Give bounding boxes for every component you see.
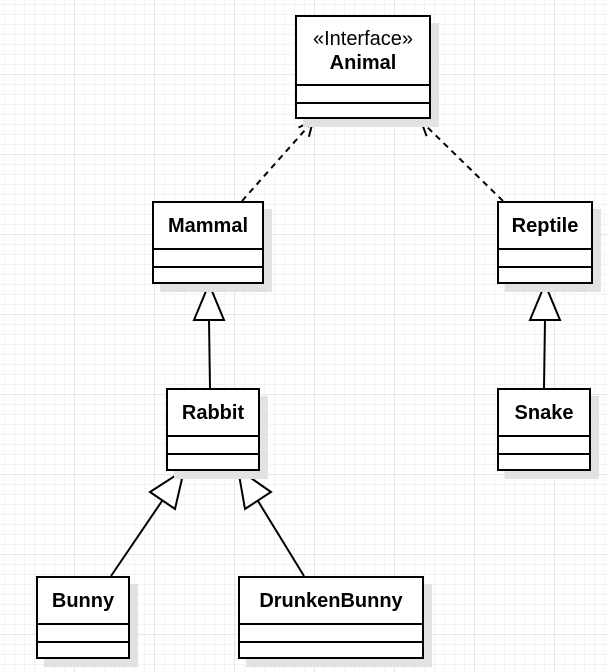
operations-section bbox=[499, 455, 589, 469]
generalization-line bbox=[110, 500, 163, 577]
class-animal[interactable]: «Interface» Animal bbox=[295, 15, 431, 119]
class-header: «Interface» Animal bbox=[297, 17, 429, 86]
class-header: Snake bbox=[499, 390, 589, 437]
class-snake[interactable]: Snake bbox=[497, 388, 591, 471]
open-arrowhead bbox=[419, 119, 437, 137]
mammal-realizes-animal bbox=[241, 119, 315, 202]
attributes-section bbox=[168, 437, 258, 455]
class-name: Snake bbox=[514, 401, 574, 424]
operations-section bbox=[499, 268, 591, 282]
class-name: DrunkenBunny bbox=[259, 589, 403, 612]
generalization-line bbox=[208, 319, 211, 389]
hollow-triangle-arrowhead bbox=[528, 281, 562, 321]
class-header: DrunkenBunny bbox=[240, 578, 422, 625]
realization-line bbox=[241, 120, 314, 202]
hollow-triangle-arrowhead bbox=[236, 466, 273, 511]
attributes-section bbox=[154, 250, 262, 268]
operations-section bbox=[38, 643, 128, 657]
class-name: Reptile bbox=[511, 214, 579, 237]
class-name: Bunny bbox=[51, 589, 115, 612]
generalization-line bbox=[543, 319, 546, 389]
class-reptile[interactable]: Reptile bbox=[497, 201, 593, 284]
operations-section bbox=[240, 643, 422, 657]
attributes-section bbox=[499, 437, 589, 455]
class-rabbit[interactable]: Rabbit bbox=[166, 388, 260, 471]
reptile-realizes-animal bbox=[419, 119, 504, 202]
class-header: Mammal bbox=[154, 203, 262, 250]
class-header: Bunny bbox=[38, 578, 128, 625]
class-name: Animal bbox=[329, 51, 397, 74]
attributes-section bbox=[297, 86, 429, 104]
open-arrowhead bbox=[298, 119, 315, 137]
operations-section bbox=[154, 268, 262, 282]
operations-section bbox=[297, 104, 429, 117]
class-header: Rabbit bbox=[168, 390, 258, 437]
class-bunny[interactable]: Bunny bbox=[36, 576, 130, 659]
generalization-line bbox=[257, 500, 305, 577]
drunkenbunny-extends-rabbit bbox=[236, 466, 305, 577]
hollow-triangle-arrowhead bbox=[192, 281, 226, 321]
realization-line bbox=[420, 120, 504, 202]
attributes-section bbox=[38, 625, 128, 643]
bunny-extends-rabbit bbox=[110, 467, 186, 577]
class-drunkenbunny[interactable]: DrunkenBunny bbox=[238, 576, 424, 659]
rabbit-extends-mammal bbox=[192, 281, 226, 389]
class-name: Rabbit bbox=[181, 401, 245, 424]
class-name: Mammal bbox=[167, 214, 249, 237]
snake-extends-reptile bbox=[528, 281, 562, 389]
class-mammal[interactable]: Mammal bbox=[152, 201, 264, 284]
attributes-section bbox=[499, 250, 591, 268]
attributes-section bbox=[240, 625, 422, 643]
operations-section bbox=[168, 455, 258, 469]
stereotype-label: «Interface» bbox=[312, 27, 414, 50]
class-header: Reptile bbox=[499, 203, 591, 250]
hollow-triangle-arrowhead bbox=[148, 467, 186, 511]
